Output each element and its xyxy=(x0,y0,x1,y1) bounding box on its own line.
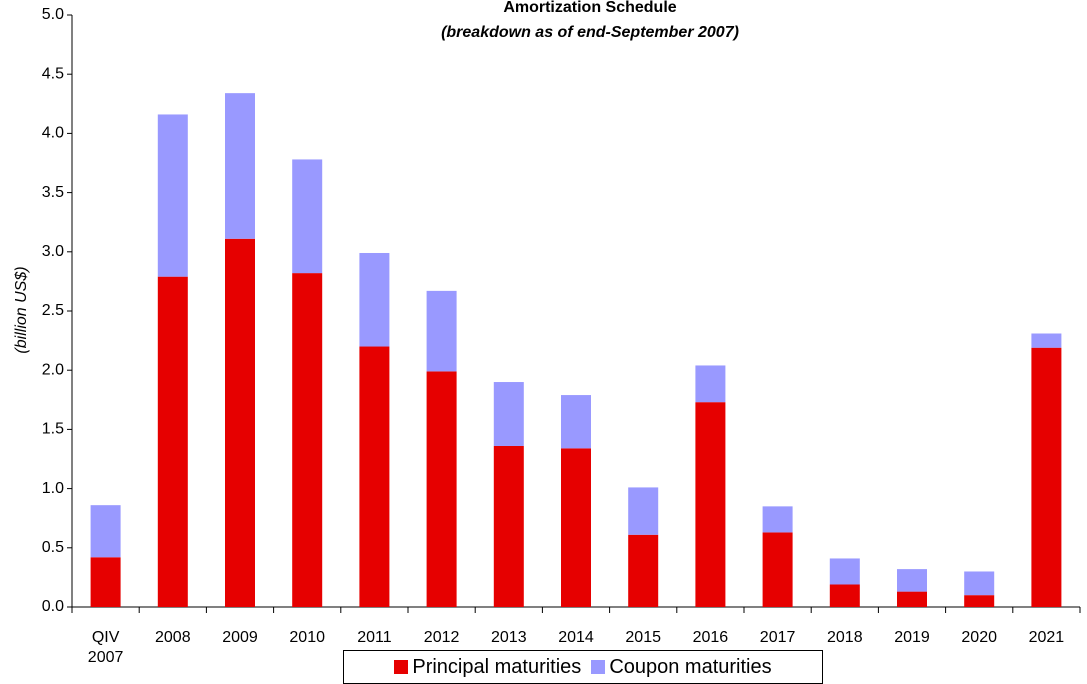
x-tick-label: 2011 xyxy=(357,629,392,646)
x-tick-label: 2009 xyxy=(222,629,258,646)
y-tick-label: 4.5 xyxy=(42,65,64,82)
x-tick-label: 2010 xyxy=(289,629,325,646)
bar-segment xyxy=(359,346,390,607)
y-tick-label: 0.0 xyxy=(42,598,64,615)
bar-segment xyxy=(628,487,659,535)
bar-segment xyxy=(829,584,860,607)
x-tick-label: QIV 2007 xyxy=(87,629,124,666)
bar-segment xyxy=(695,365,726,403)
bar-segment xyxy=(225,238,255,607)
y-tick-label: 0.5 xyxy=(42,539,64,556)
bar-segment xyxy=(628,534,659,607)
bar-segment xyxy=(292,159,323,274)
x-tick-label: 2017 xyxy=(759,629,796,646)
x-tick-label: 2013 xyxy=(491,629,527,646)
legend: Principal maturities Coupon maturities xyxy=(343,650,823,684)
chart-title: Amortization Schedule xyxy=(503,0,676,16)
bar-segment xyxy=(157,114,188,277)
bar-segment xyxy=(493,382,524,446)
x-tick-label: 2019 xyxy=(894,629,930,646)
bar-segment xyxy=(964,595,995,607)
bar-segment xyxy=(426,290,457,372)
y-tick-label: 1.5 xyxy=(42,421,64,438)
x-tick-label: 2014 xyxy=(558,629,594,646)
legend-item: Coupon maturities xyxy=(591,655,772,679)
bar-segment xyxy=(964,571,995,596)
bar-segment xyxy=(561,395,591,449)
legend-swatch xyxy=(591,660,606,675)
bar-segment xyxy=(90,505,121,558)
y-tick-label: 5.0 xyxy=(42,6,64,23)
y-tick-label: 3.5 xyxy=(42,184,64,201)
legend-item: Principal maturities xyxy=(394,656,581,679)
y-tick-label: 3.0 xyxy=(42,243,64,260)
bar-segment xyxy=(762,506,793,533)
x-tick-label: 2021 xyxy=(1028,629,1065,646)
y-tick-label: 2.5 xyxy=(42,302,64,319)
bar-segment xyxy=(1031,347,1062,607)
legend-swatch xyxy=(394,660,409,675)
bar-segment xyxy=(897,591,927,607)
bar-segment xyxy=(426,371,457,607)
bar-segment xyxy=(897,569,927,592)
x-tick-label: 2012 xyxy=(423,629,460,646)
bar-segment xyxy=(561,448,591,607)
bar-segment xyxy=(157,276,188,607)
bar-segment xyxy=(225,93,255,239)
x-tick-label: 2018 xyxy=(827,629,863,646)
bar-segment xyxy=(695,402,726,607)
bar-segment xyxy=(292,273,323,607)
bar-segment xyxy=(829,558,860,585)
y-tick-label: 4.0 xyxy=(42,125,64,142)
bar-segment xyxy=(762,532,793,607)
x-tick-label: 2016 xyxy=(692,629,729,646)
y-axis-label: (billion US$) xyxy=(13,266,30,353)
legend-label: Principal maturities xyxy=(412,655,582,678)
x-tick-label: 2015 xyxy=(625,629,661,646)
x-tick-label: 2020 xyxy=(961,629,997,646)
bar-segment xyxy=(1031,333,1062,348)
legend-label: Coupon maturities xyxy=(609,655,772,678)
x-tick-label: 2008 xyxy=(155,629,191,646)
bar-segment xyxy=(493,445,524,607)
y-tick-label: 1.0 xyxy=(42,480,64,497)
bar-segment xyxy=(359,252,390,347)
y-tick-label: 2.0 xyxy=(42,361,64,378)
chart-subtitle: (breakdown as of end-September 2007) xyxy=(441,24,739,41)
bar-segment xyxy=(90,557,121,607)
